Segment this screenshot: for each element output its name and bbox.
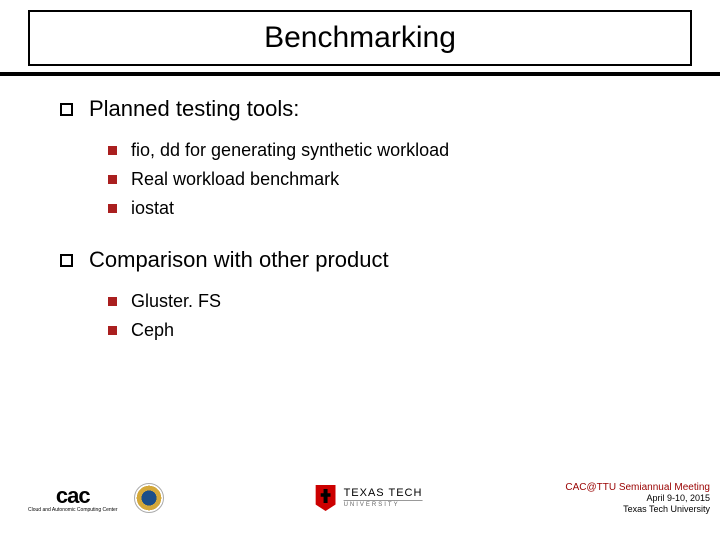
- solid-square-icon: [108, 297, 117, 306]
- list-item: Gluster. FS: [108, 291, 680, 312]
- ttu-sub: UNIVERSITY: [344, 500, 423, 508]
- content-area: Planned testing tools: fio, dd for gener…: [60, 96, 680, 369]
- section-header: Planned testing tools:: [60, 96, 680, 122]
- section-1: Planned testing tools: fio, dd for gener…: [60, 96, 680, 219]
- nsf-logo-icon: [134, 483, 164, 513]
- footer-right: CAC@TTU Semiannual Meeting April 9-10, 2…: [565, 482, 710, 514]
- list-item: fio, dd for generating synthetic workloa…: [108, 140, 680, 161]
- item-text: iostat: [131, 198, 174, 219]
- list-item: iostat: [108, 198, 680, 219]
- solid-square-icon: [108, 326, 117, 335]
- hollow-square-icon: [60, 254, 73, 267]
- section-header: Comparison with other product: [60, 247, 680, 273]
- meeting-date: April 9-10, 2015: [565, 493, 710, 503]
- item-text: Ceph: [131, 320, 174, 341]
- footer-left-logos: cac Cloud and Autonomic Computing Center: [28, 483, 164, 513]
- item-text: Gluster. FS: [131, 291, 221, 312]
- ttu-main: TEXAS TECH: [344, 488, 423, 499]
- item-text: fio, dd for generating synthetic workloa…: [131, 140, 449, 161]
- footer: cac Cloud and Autonomic Computing Center…: [28, 470, 710, 526]
- sub-list: Gluster. FS Ceph: [108, 291, 680, 341]
- ttu-shield-icon: [316, 485, 336, 511]
- meeting-location: Texas Tech University: [565, 504, 710, 514]
- section-2: Comparison with other product Gluster. F…: [60, 247, 680, 341]
- slide-title: Benchmarking: [264, 21, 456, 55]
- cac-logo: cac Cloud and Autonomic Computing Center: [28, 483, 118, 513]
- list-item: Ceph: [108, 320, 680, 341]
- solid-square-icon: [108, 146, 117, 155]
- cac-logo-text: cac: [56, 483, 90, 509]
- sub-list: fio, dd for generating synthetic workloa…: [108, 140, 680, 219]
- list-item: Real workload benchmark: [108, 169, 680, 190]
- title-divider: [0, 72, 720, 76]
- hollow-square-icon: [60, 103, 73, 116]
- section-title: Planned testing tools:: [89, 96, 299, 122]
- footer-center-logo: TEXAS TECH UNIVERSITY: [316, 485, 423, 511]
- item-text: Real workload benchmark: [131, 169, 339, 190]
- cac-logo-sub: Cloud and Autonomic Computing Center: [28, 507, 118, 513]
- solid-square-icon: [108, 204, 117, 213]
- solid-square-icon: [108, 175, 117, 184]
- title-box: Benchmarking: [28, 10, 692, 66]
- section-title: Comparison with other product: [89, 247, 389, 273]
- ttu-logo-text: TEXAS TECH UNIVERSITY: [344, 488, 423, 508]
- meeting-name: CAC@TTU Semiannual Meeting: [565, 482, 710, 494]
